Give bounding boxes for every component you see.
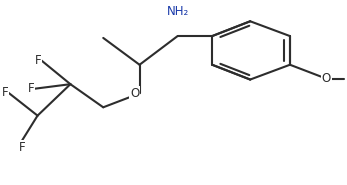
Text: O: O [322, 72, 331, 85]
Text: F: F [1, 86, 8, 99]
Text: F: F [34, 54, 41, 67]
Text: F: F [19, 141, 25, 154]
Text: NH₂: NH₂ [167, 5, 189, 18]
Text: F: F [27, 82, 34, 95]
Text: O: O [130, 87, 139, 100]
